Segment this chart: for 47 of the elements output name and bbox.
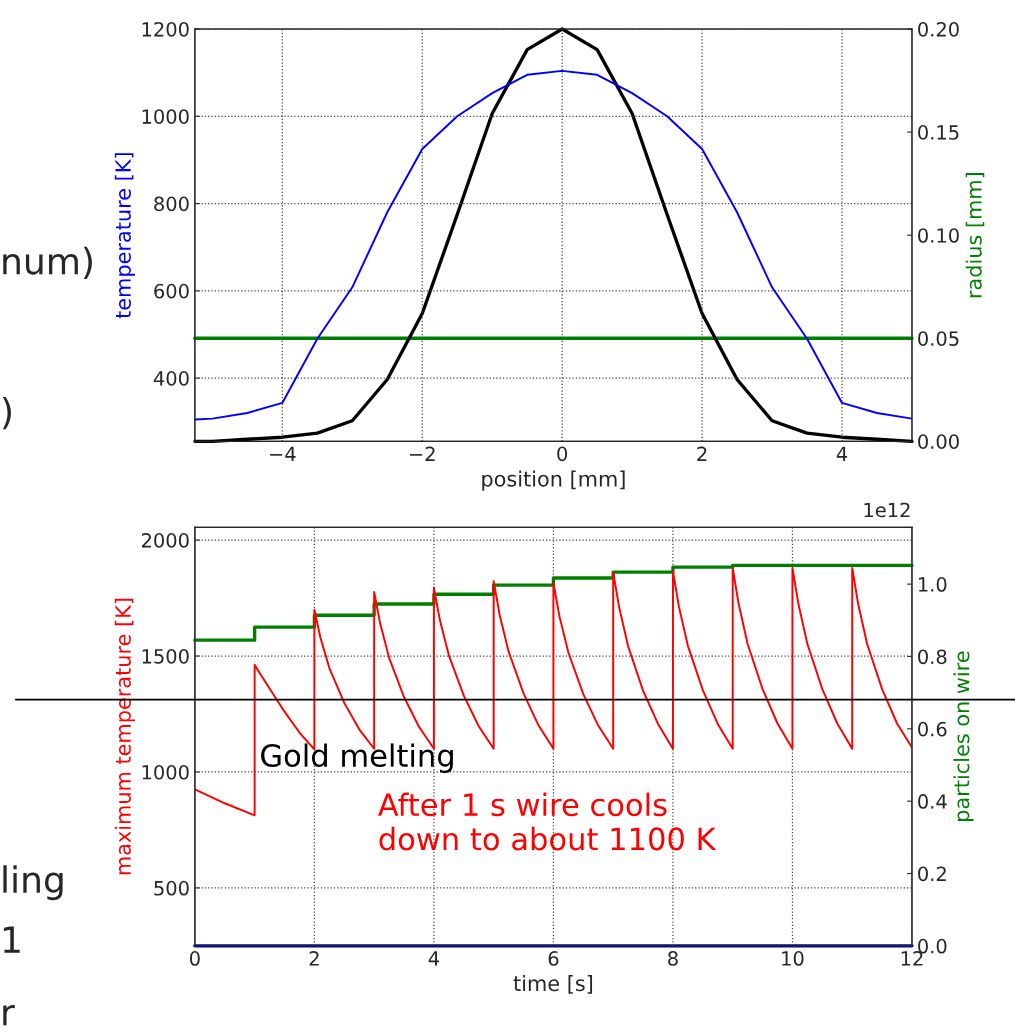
text: num) — [3, 246, 92, 279]
x-tick-label: 10 — [782, 951, 804, 966]
y-axis-title: temperature [K] — [114, 153, 135, 319]
x-tick-label: 4 — [428, 951, 440, 966]
x-tick-label: 2 — [697, 446, 707, 461]
y2-tick-label: 0.10 — [918, 228, 959, 243]
y2-axis-title: radius [mm] — [965, 173, 985, 298]
y2-tick-label: 0.20 — [918, 21, 959, 37]
line-series — [194, 566, 912, 817]
y-tick-label: 1000 — [142, 764, 189, 780]
ref-line-label: Gold melting — [261, 743, 453, 773]
y-tick-label: 1500 — [142, 648, 189, 664]
x-tick-label: 6 — [548, 951, 559, 966]
annotation: After 1 s wire cools down to about 1100 K — [377, 792, 717, 851]
y2-tick-label: 0.00 — [918, 434, 959, 449]
x-tick-label: −2 — [409, 446, 435, 461]
y-axis-title: maximum temperature [K] — [114, 598, 135, 875]
y2-tick-label: 0.4 — [918, 794, 947, 809]
text: r — [3, 1005, 15, 1026]
y2-tick-label: 0.2 — [918, 866, 946, 882]
text: ) — [2, 396, 11, 430]
x-tick-label: 0 — [557, 446, 568, 462]
y-tick-label: 1000 — [142, 109, 189, 124]
y-tick-label: 400 — [153, 371, 189, 386]
x-tick-label: 0 — [189, 951, 200, 966]
y2-tick-label: 0.6 — [918, 721, 947, 737]
y-tick-label: 1200 — [142, 21, 189, 37]
x-tick-label: 4 — [836, 446, 848, 461]
x-tick-label: 2 — [309, 951, 319, 966]
line-series — [194, 69, 912, 421]
y-tick-label: 500 — [154, 880, 189, 896]
text: 1 — [3, 926, 20, 953]
y2-tick-label: 0.05 — [918, 331, 959, 346]
y2-tick-label: 0.15 — [918, 125, 959, 140]
line-series — [193, 27, 914, 444]
x-tick-label: 8 — [668, 951, 678, 966]
text: ling — [3, 865, 63, 901]
y-tick-label: 600 — [154, 283, 189, 299]
text: 1e12 — [864, 502, 910, 518]
x-axis-title: position [mm] — [482, 470, 625, 491]
y-tick-label: 2000 — [141, 533, 189, 548]
y2-axis-title: particles on wire — [953, 651, 974, 821]
y2-tick-label: 1.0 — [918, 577, 947, 592]
y-tick-label: 800 — [154, 196, 189, 212]
x-tick-label: −4 — [270, 446, 296, 461]
y2-tick-label: 0.8 — [918, 649, 947, 665]
x-axis-title: time [s] — [513, 975, 593, 994]
